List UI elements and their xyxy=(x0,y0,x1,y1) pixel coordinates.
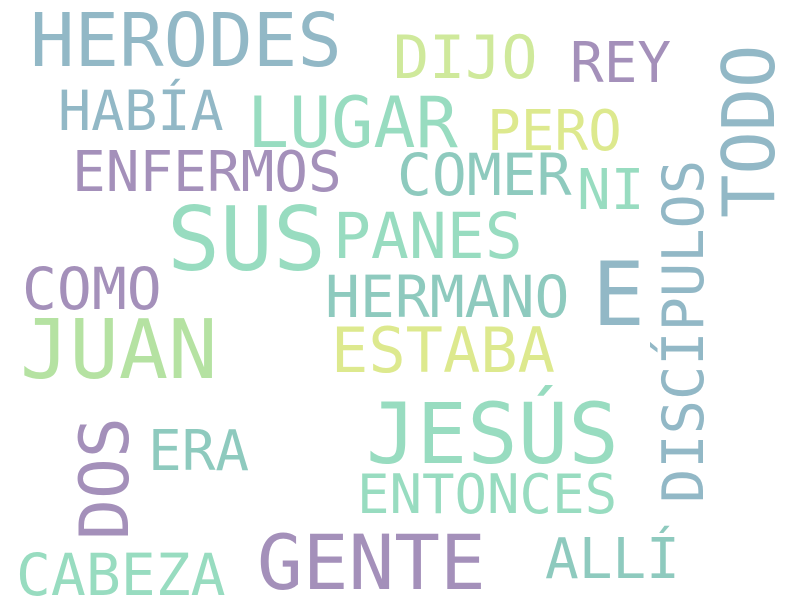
word-pero: PERO xyxy=(487,99,622,164)
word-enfermos: ENFERMOS xyxy=(72,140,342,205)
word-dos: DOS xyxy=(66,417,145,540)
word-habia: HABÍA xyxy=(58,79,224,143)
word-gente: GENTE xyxy=(257,518,486,600)
word-ni: NI xyxy=(577,158,645,223)
word-todo: TODO xyxy=(707,44,791,218)
word-cabeza: CABEZA xyxy=(16,541,226,600)
word-e: E xyxy=(592,243,645,346)
word-hermano: HERMANO xyxy=(325,263,570,331)
word-entonces: ENTONCES xyxy=(357,463,618,526)
word-estaba: ESTABA xyxy=(331,314,555,387)
word-dijo: DIJO xyxy=(393,23,538,93)
word-herodes: HERODES xyxy=(30,0,342,84)
word-panes: PANES xyxy=(333,200,523,273)
word-jesus: JESÚS xyxy=(366,385,619,483)
word-rey: REY xyxy=(570,31,672,96)
word-como: COMO xyxy=(22,255,162,323)
word-comer: COMER xyxy=(397,141,572,209)
word-discipulos: DISCÍPULOS xyxy=(651,159,717,503)
word-alli: ALLÍ xyxy=(545,527,680,592)
word-juan: JUAN xyxy=(20,303,218,398)
word-sus: SUS xyxy=(167,188,326,291)
word-lugar: LUGAR xyxy=(247,82,458,164)
word-era: ERA xyxy=(148,419,250,484)
